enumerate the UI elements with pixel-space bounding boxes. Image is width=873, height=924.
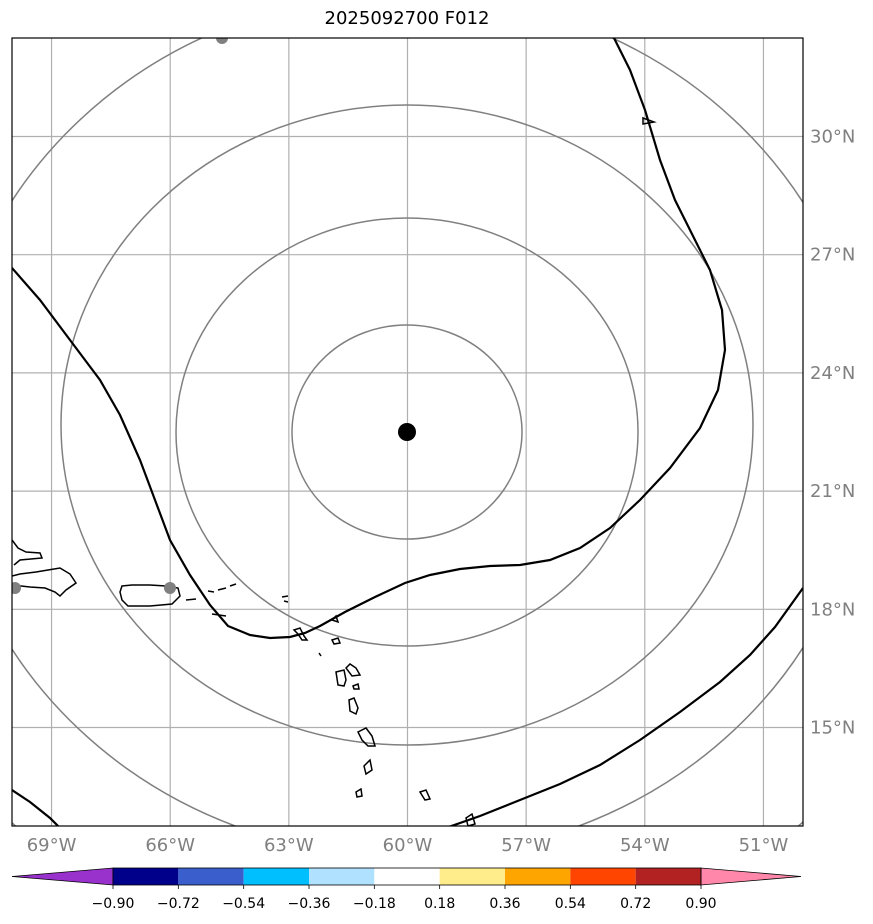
colorbar-tick-label: 0.54 (555, 896, 586, 912)
longitude-label: 60°W (383, 835, 433, 856)
colorbar-segment (113, 868, 179, 885)
island-tobago (465, 812, 476, 826)
island-st-lucia (363, 758, 373, 776)
colorbar-tick-label: −0.72 (157, 896, 200, 912)
range-ring (175, 217, 639, 647)
longitude-labels: 69°W 66°W 63°W 60°W 57°W 54°W 51°W (27, 835, 789, 856)
range-ring (291, 324, 523, 540)
virgin-islands (185, 583, 237, 617)
island-st-vincent (355, 787, 363, 798)
colorbar-segment (374, 868, 440, 885)
contour-line-southeast (448, 587, 803, 826)
map-frame (11, 37, 804, 827)
colorbar-segment (635, 868, 701, 885)
longitude-label: 69°W (27, 835, 77, 856)
colorbar-segment (309, 868, 375, 885)
longitude-label: 63°W (264, 835, 314, 856)
island-montserrat (318, 652, 322, 657)
contour-line-southwest (12, 789, 60, 826)
range-ring (12, 38, 803, 826)
gray-marker (216, 38, 228, 44)
colorbar-tick-label: −0.90 (92, 896, 135, 912)
island-martinique (356, 727, 377, 747)
gray-marker (164, 582, 176, 594)
colorbar-segment (570, 868, 636, 885)
colorbar-tick-label: −0.36 (288, 896, 331, 912)
colorbar-tick-label: 0.18 (424, 896, 455, 912)
longitude-label: 51°W (739, 835, 789, 856)
hispaniola-coast (12, 539, 44, 566)
colorbar-tick-label: 0.72 (620, 896, 651, 912)
colorbar-frame (112, 867, 702, 886)
storm-center-marker (398, 423, 416, 441)
island-dominica (348, 697, 359, 716)
latitude-label: 30°N (810, 127, 855, 148)
colorbar-segment (505, 868, 571, 885)
latitude-label: 21°N (810, 481, 855, 502)
colorbar-tick-label: 0.36 (489, 896, 520, 912)
colorbar-segment (439, 868, 505, 885)
markers (12, 38, 416, 594)
island-barbados (418, 789, 432, 801)
latitude-label: 18°N (810, 599, 855, 620)
contour-line-west (12, 38, 727, 640)
latitude-label: 27°N (810, 245, 855, 266)
colorbar-extend-high (700, 867, 802, 886)
island-antigua (330, 637, 342, 645)
map-title: 2025092700 F012 (324, 8, 490, 29)
range-ring (60, 104, 754, 746)
longitude-label: 54°W (620, 835, 670, 856)
latitude-label: 24°N (810, 363, 855, 384)
latitude-label: 15°N (810, 718, 855, 739)
hispaniola-south-coast (12, 567, 78, 598)
island-guadeloupe (335, 663, 362, 687)
colorbar-segment (178, 868, 244, 885)
gray-marker (12, 582, 21, 594)
contours (12, 38, 803, 826)
longitude-label: 57°W (501, 835, 551, 856)
colorbar: −0.90 −0.72 −0.54 −0.36 −0.18 0.18 0.36 0.54 0.7… (11, 867, 802, 912)
coastlines (12, 116, 657, 826)
colorbar-segment (243, 868, 309, 885)
island-marie-galante (352, 682, 360, 690)
colorbar-tick-label: −0.54 (222, 896, 265, 912)
puerto-rico-coast (119, 584, 181, 607)
longitude-label: 66°W (145, 835, 195, 856)
colorbar-extend-low (11, 867, 114, 886)
colorbar-tick-label: 0.90 (685, 896, 716, 912)
colorbar-tick-label: −0.18 (353, 896, 396, 912)
latitude-labels: 15°N 18°N 21°N 24°N 27°N 30°N (810, 127, 855, 739)
